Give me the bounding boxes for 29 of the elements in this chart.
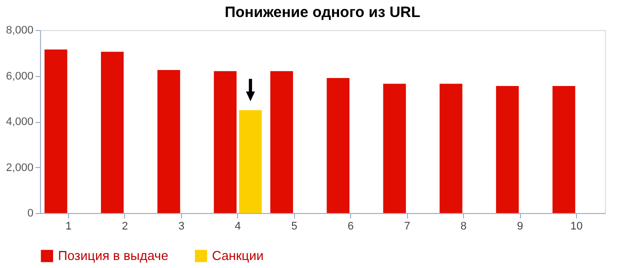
bar bbox=[157, 70, 180, 213]
bar bbox=[552, 86, 576, 213]
y-tick-label: 2,000 bbox=[6, 162, 34, 174]
y-tick-label: 0 bbox=[27, 208, 34, 220]
x-tick-label: 4 bbox=[234, 220, 241, 232]
x-tick-label: 10 bbox=[570, 220, 583, 232]
bar bbox=[496, 86, 519, 213]
legend-label: Позиция в выдаче bbox=[58, 248, 168, 263]
chart-title: Понижение одного из URL bbox=[224, 4, 420, 21]
x-tick-label: 1 bbox=[65, 220, 72, 232]
bar bbox=[44, 49, 68, 213]
y-tick-label: 8,000 bbox=[6, 24, 34, 36]
bar bbox=[440, 84, 462, 213]
x-tick-label: 7 bbox=[404, 220, 410, 232]
x-tick-label: 3 bbox=[178, 220, 184, 232]
x-tick-label: 5 bbox=[291, 220, 298, 232]
bar bbox=[214, 71, 237, 213]
y-tick-label: 4,000 bbox=[6, 116, 34, 128]
x-tick-label: 8 bbox=[460, 220, 467, 232]
legend-label: Санкции bbox=[212, 248, 264, 263]
bar bbox=[270, 71, 294, 213]
x-tick-label: 6 bbox=[348, 220, 354, 232]
x-tick-label: 2 bbox=[122, 220, 128, 232]
bar bbox=[383, 84, 406, 213]
bar bbox=[100, 52, 124, 213]
y-tick-label: 6,000 bbox=[6, 70, 34, 82]
x-tick-label: 9 bbox=[516, 220, 524, 232]
bar bbox=[326, 78, 350, 213]
bar bbox=[239, 110, 262, 213]
